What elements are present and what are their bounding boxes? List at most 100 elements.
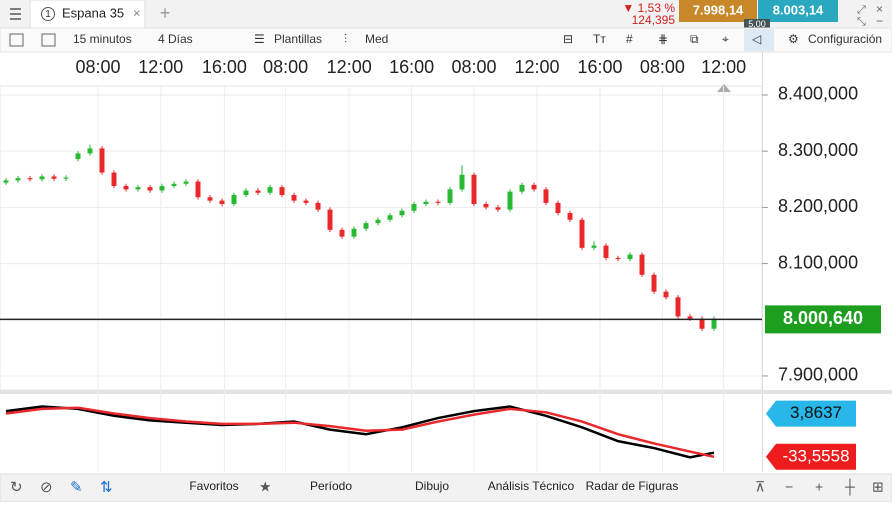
crosshair[interactable]: ┼ <box>844 479 855 497</box>
candle-body <box>231 195 237 205</box>
active-tool[interactable] <box>744 29 774 51</box>
last-price-label: 8.000,640 <box>783 308 863 328</box>
candle-body <box>351 228 357 237</box>
candle-body <box>699 318 705 329</box>
toolbar <box>0 27 892 53</box>
candle-body <box>123 186 129 190</box>
candle-body <box>495 207 501 210</box>
copy-icon[interactable]: ⧉ <box>690 32 699 46</box>
tab-name: Espana 35 <box>62 5 124 20</box>
tab-close[interactable]: × <box>133 5 141 20</box>
candle-body <box>483 204 489 208</box>
candle-body <box>639 254 645 275</box>
close-icon[interactable]: × <box>876 2 883 16</box>
candle-body <box>675 297 681 317</box>
bottom-tab[interactable]: Período <box>310 479 352 493</box>
candle-body <box>135 187 141 190</box>
indicator-badge-label: 3,8637 <box>790 403 842 422</box>
candle-body <box>39 176 45 180</box>
sell-price: 7.998,14 <box>693 2 744 17</box>
candle-body <box>555 202 561 213</box>
bottom-tab[interactable]: Dibujo <box>415 479 449 493</box>
candle-body <box>591 245 597 248</box>
indicator-line <box>5 405 715 459</box>
draw-icon[interactable]: ✎ <box>70 479 83 496</box>
candle-body <box>567 212 573 220</box>
y-tick-label: 7.900,000 <box>778 365 858 385</box>
label-icon: ◁ <box>752 32 762 46</box>
price-type[interactable]: Med <box>365 32 388 46</box>
x-tick-label: 12:00 <box>327 57 372 77</box>
magnet-icon[interactable]: ⋕ <box>658 32 668 46</box>
templates[interactable]: Plantillas <box>274 32 322 46</box>
bottom-tab[interactable]: Análisis Técnico <box>488 479 575 493</box>
add-tab[interactable]: + <box>160 3 171 23</box>
grid-icon[interactable] <box>41 33 56 47</box>
hide-icon[interactable]: ⊘ <box>40 479 53 496</box>
candle-body <box>423 201 429 205</box>
candle-body <box>375 219 381 224</box>
y-tick-label: 8.300,000 <box>778 140 858 160</box>
candle-body <box>471 174 477 205</box>
y-tick-label: 8.200,000 <box>778 196 858 216</box>
buy-button[interactable] <box>758 0 838 22</box>
candle-body <box>663 291 669 298</box>
minimize-icon[interactable]: − <box>876 14 883 28</box>
crosshair-icon[interactable]: # <box>626 32 633 46</box>
x-tick-label: 16:00 <box>577 57 622 77</box>
price-plot <box>0 85 763 391</box>
x-tick-label: 16:00 <box>202 57 247 77</box>
tab[interactable] <box>29 0 146 29</box>
star-icon[interactable]: ★ <box>259 479 272 495</box>
bottom-tab[interactable]: Favoritos <box>189 479 238 493</box>
candle-body <box>411 204 417 211</box>
layout-icon[interactable] <box>9 33 24 47</box>
indicator-line <box>5 406 715 459</box>
spread-box <box>744 19 770 29</box>
zoom-area[interactable]: ⊞ <box>872 479 884 495</box>
candle-body <box>543 189 549 203</box>
candle-body <box>435 201 441 203</box>
candle-body <box>183 181 189 184</box>
collapse-icon[interactable]: ⤡ <box>857 16 866 28</box>
range[interactable]: 4 Días <box>158 32 193 46</box>
candle-body <box>711 318 717 329</box>
candle-body <box>315 202 321 210</box>
fit-icon[interactable]: ⊼ <box>755 479 765 495</box>
tool-icon[interactable]: ⊟ <box>563 32 573 46</box>
bottom-tab[interactable]: Radar de Figuras <box>586 479 679 493</box>
indicator-badge <box>766 443 856 470</box>
candle-body <box>27 178 33 180</box>
candle-body <box>111 172 117 187</box>
menu-icon[interactable] <box>10 8 21 20</box>
spread: 5,00 <box>748 19 766 29</box>
zoom-in[interactable]: + <box>815 479 823 495</box>
x-tick-label: 12:00 <box>514 57 559 77</box>
candle-body <box>387 215 393 220</box>
last-price-box <box>765 305 881 334</box>
candle-body <box>579 219 585 248</box>
candle-body <box>87 148 93 154</box>
sell-button[interactable] <box>679 0 757 22</box>
price-type-icon: ⫶ <box>344 32 347 46</box>
candle-body <box>75 153 81 160</box>
x-tick-label: 08:00 <box>76 57 121 77</box>
cursor-icon[interactable]: ⌖ <box>722 32 729 46</box>
candle-body <box>303 200 309 203</box>
candle-body <box>279 187 285 196</box>
bottom-bar <box>0 473 892 503</box>
swap-icon[interactable]: ⇅ <box>100 479 113 496</box>
candle-body <box>651 274 657 292</box>
candle-body <box>63 177 69 179</box>
tab-number: 1 <box>45 9 51 20</box>
candle-body <box>339 229 345 237</box>
x-tick-label: 12:00 <box>138 57 183 77</box>
zoom-out[interactable]: − <box>785 479 793 495</box>
interval[interactable]: 15 minutos <box>73 32 132 46</box>
text-icon[interactable]: Tт <box>593 32 606 46</box>
settings[interactable]: Configuración <box>808 32 882 46</box>
expand-icon[interactable]: ⤢ <box>857 4 866 16</box>
refresh-icon[interactable]: ↻ <box>10 479 23 496</box>
candle-body <box>399 210 405 216</box>
